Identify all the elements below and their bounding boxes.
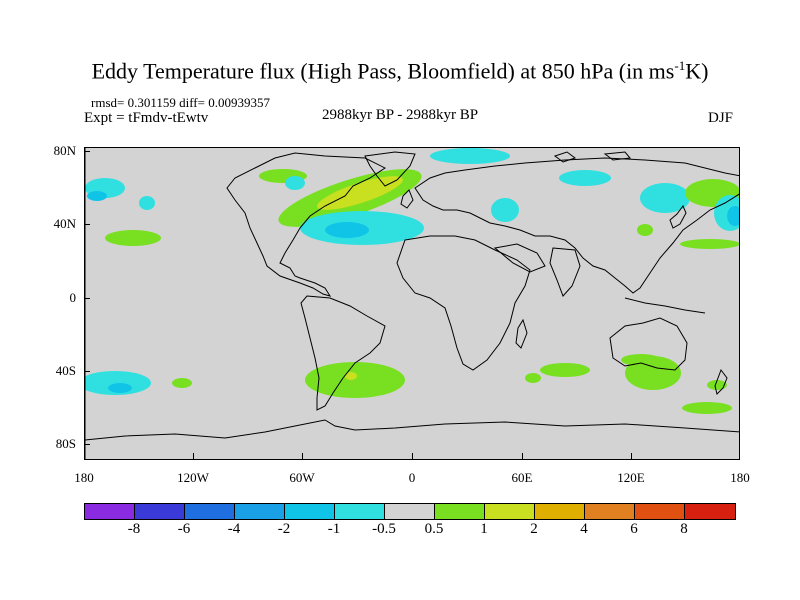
coastlines xyxy=(85,151,739,441)
lon-tick xyxy=(193,453,194,459)
lon-label-120e: 120E xyxy=(617,470,645,485)
colorbar-label: -4 xyxy=(227,521,241,537)
colorbar-swatch xyxy=(485,504,535,519)
lon-tick xyxy=(631,453,632,459)
coast-australia xyxy=(609,317,688,371)
lon-label-60e: 60E xyxy=(511,470,533,485)
plot-title: Eddy Temperature flux (High Pass, Bloomf… xyxy=(0,58,800,84)
lon-tick xyxy=(302,453,303,459)
lon-tick xyxy=(412,453,413,459)
coast-new-zealand xyxy=(714,368,728,395)
lat-label-80n: 80N xyxy=(53,143,76,158)
coast-indonesia xyxy=(624,297,706,314)
contour-blue-nw-pacific xyxy=(727,206,739,226)
period-label: 2988kyr BP - 2988kyr BP xyxy=(322,107,479,123)
contour-green-tasman xyxy=(707,380,727,390)
colorbar-swatch xyxy=(235,504,285,519)
colorbar-label: -1 xyxy=(327,521,341,537)
contour-green-south-pacific xyxy=(172,378,192,388)
coast-uk xyxy=(400,189,414,209)
coast-siberia-islands xyxy=(553,151,631,163)
season-label: DJF xyxy=(708,110,734,126)
map-panel xyxy=(84,147,740,460)
contour-green-indian-2 xyxy=(540,363,590,377)
colorbar-label: 2 xyxy=(530,521,538,537)
coast-eurasia xyxy=(414,157,739,294)
lat-label-40s: 40S xyxy=(55,363,76,378)
colorbar-swatch xyxy=(635,504,685,519)
colorbar-label: -8 xyxy=(127,521,141,537)
contour-cyan-europe xyxy=(491,198,519,222)
colorbar-label: -6 xyxy=(177,521,191,537)
title-text: Eddy Temperature flux (High Pass, Bloomf… xyxy=(91,58,675,84)
lat-tick xyxy=(84,298,90,299)
lon-label-0: 0 xyxy=(408,470,416,485)
coast-japan xyxy=(669,205,687,229)
lat-tick xyxy=(84,224,90,225)
contour-yellow-atlantic xyxy=(317,176,403,210)
colorbar-label: 6 xyxy=(630,521,638,537)
title-tail: K) xyxy=(685,58,709,84)
colorbar-swatch xyxy=(185,504,235,519)
colorbar-label: 0.5 xyxy=(424,521,444,537)
coast-madagascar xyxy=(515,318,528,349)
contour-green-indian-1 xyxy=(525,373,541,383)
lon-label-120w: 120W xyxy=(177,470,209,485)
colorbar-swatch xyxy=(685,504,735,519)
coast-india xyxy=(549,247,581,297)
title-superscript: -1 xyxy=(674,58,686,73)
contour-green-australia xyxy=(621,354,661,366)
colorbar-swatch xyxy=(585,504,635,519)
contour-cyan-greenland xyxy=(430,148,510,164)
stats-label: rmsd= 0.301159 diff= 0.00939357 xyxy=(91,95,270,110)
colorbar-label: -2 xyxy=(277,521,291,537)
contour-cyan-south-pacific xyxy=(85,371,151,395)
contour-cyan-east-asia xyxy=(640,183,690,213)
coast-africa xyxy=(396,235,531,371)
colorbar xyxy=(84,503,736,520)
contour-green-nw-pacific xyxy=(680,239,739,249)
colorbar-swatch xyxy=(285,504,335,519)
lat-label-0: 0 xyxy=(69,290,77,305)
lon-label-180w: 180 xyxy=(74,470,94,485)
map-svg xyxy=(85,148,739,459)
contour-yellow-south-atlantic xyxy=(345,372,357,380)
contour-green-china xyxy=(637,224,653,236)
contour-green-south-atlantic xyxy=(305,362,405,398)
contour-blue-atlantic xyxy=(325,222,369,238)
colorbar-label: 4 xyxy=(580,521,588,537)
lat-label-40n: 40N xyxy=(53,216,76,231)
coast-arabia xyxy=(493,243,546,273)
colorbar-swatch xyxy=(335,504,385,519)
colorbar-label: -0.5 xyxy=(372,521,396,537)
colorbar-label: 1 xyxy=(480,521,488,537)
coast-south-america xyxy=(300,295,386,411)
colorbar-swatch xyxy=(135,504,185,519)
coast-north-america xyxy=(226,152,386,297)
lat-label-80s: 80S xyxy=(55,436,76,451)
colorbar-label: 8 xyxy=(680,521,688,537)
contour-blue-pacific-north xyxy=(87,191,107,201)
lon-label-180e: 180 xyxy=(730,470,750,485)
lon-tick xyxy=(522,453,523,459)
colorbar-swatch xyxy=(435,504,485,519)
lat-tick xyxy=(84,151,90,152)
contour-blue-south-pacific xyxy=(108,383,132,393)
contour-fills xyxy=(85,148,739,414)
contour-green-south-nz xyxy=(682,402,732,414)
lat-tick xyxy=(84,371,90,372)
coast-greenland xyxy=(364,151,416,187)
contour-cyan-pacific-nw xyxy=(139,196,155,210)
colorbar-swatch xyxy=(535,504,585,519)
contour-cyan-canada xyxy=(285,176,305,190)
colorbar-swatch xyxy=(85,504,135,519)
contour-cyan-siberia xyxy=(559,170,611,186)
experiment-label: Expt = tFmdv-tEwtv xyxy=(84,110,209,126)
contour-green-pacific xyxy=(105,230,161,246)
colorbar-swatch xyxy=(385,504,435,519)
lon-label-60w: 60W xyxy=(289,470,315,485)
lat-tick xyxy=(84,444,90,445)
coast-antarctica xyxy=(85,419,739,441)
